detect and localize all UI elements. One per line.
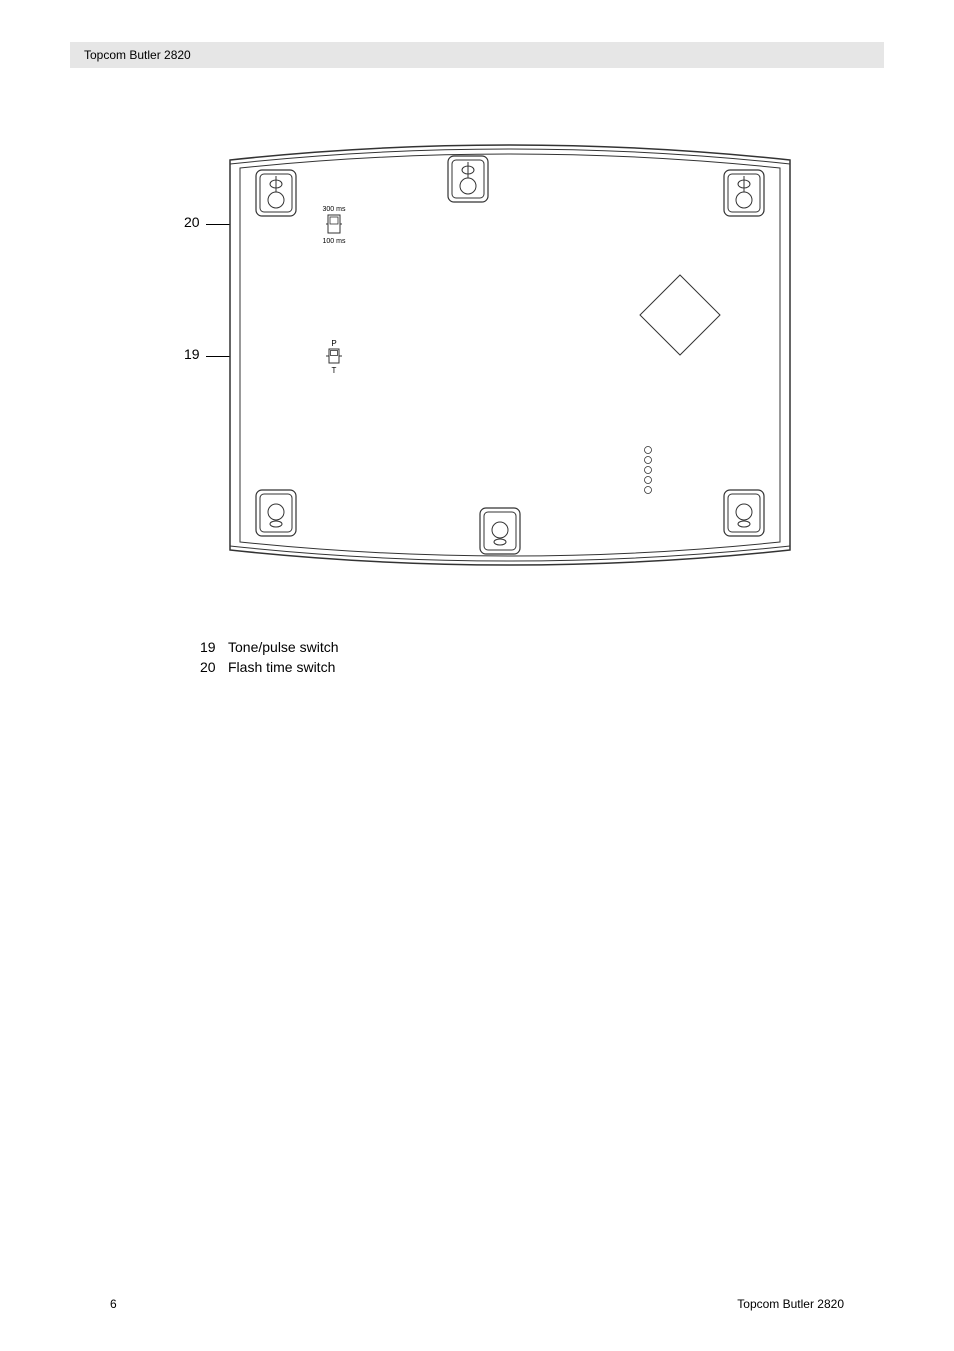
foot-bottom-right	[724, 490, 764, 536]
foot-top-center	[448, 156, 488, 202]
switch19-top-label: P	[331, 339, 336, 348]
callout-20-label: 20	[184, 214, 200, 230]
switch20-top-label: 300 ms	[323, 206, 346, 213]
page-header: Topcom Butler 2820	[70, 42, 884, 68]
legend-row-20: 20 Flash time switch	[200, 658, 339, 678]
foot-bottom-center	[480, 508, 520, 554]
switch19-bottom-label: T	[332, 366, 337, 375]
page-number: 6	[110, 1297, 117, 1311]
callout-19-label: 19	[184, 346, 200, 362]
footer-product: Topcom Butler 2820	[737, 1297, 844, 1311]
legend: 19 Tone/pulse switch 20 Flash time switc…	[200, 638, 339, 677]
switch20-bottom-label: 100 ms	[323, 238, 346, 245]
legend-num-19: 19	[200, 638, 228, 658]
device-diagram: 300 ms 100 ms P T	[200, 120, 820, 585]
foot-top-right	[724, 170, 764, 216]
header-title: Topcom Butler 2820	[84, 48, 191, 62]
legend-row-19: 19 Tone/pulse switch	[200, 638, 339, 658]
legend-text-19: Tone/pulse switch	[228, 638, 339, 658]
legend-text-20: Flash time switch	[228, 658, 335, 678]
foot-top-left	[256, 170, 296, 216]
page-footer: 6 Topcom Butler 2820	[110, 1297, 844, 1311]
foot-bottom-left	[256, 490, 296, 536]
legend-num-20: 20	[200, 658, 228, 678]
panel-outer	[230, 145, 790, 565]
base-unit-svg: 300 ms 100 ms P T	[200, 120, 820, 585]
